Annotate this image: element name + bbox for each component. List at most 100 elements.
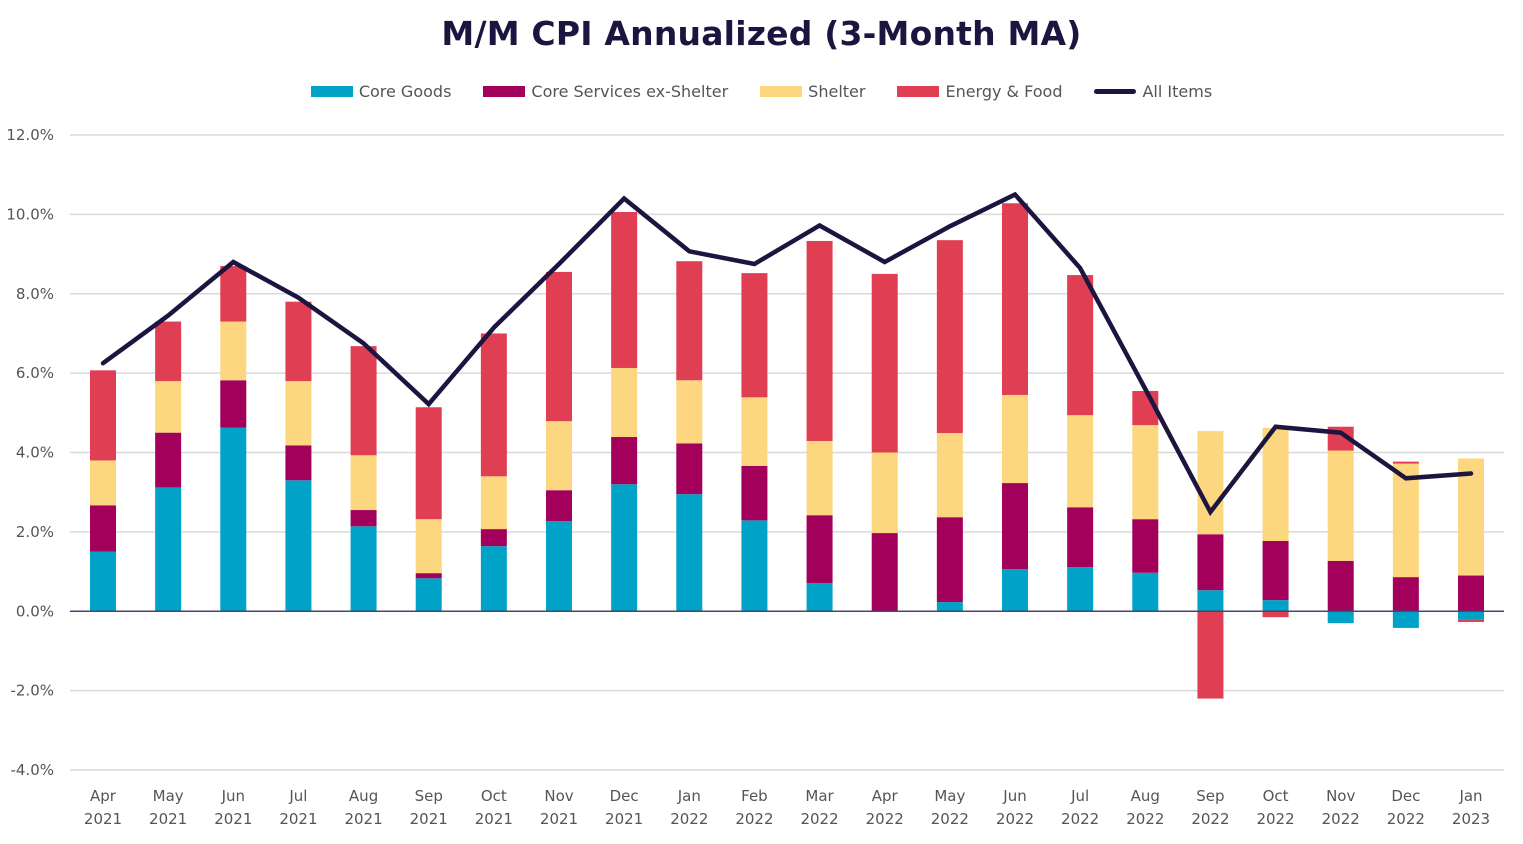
bar-segment-energy-food xyxy=(936,240,963,434)
legend: Core Goods Core Services ex-Shelter Shel… xyxy=(0,82,1523,101)
bar-segment-energy-food xyxy=(1392,461,1419,464)
x-tick-label-month: May xyxy=(153,787,184,805)
legend-item-energy-food: Energy & Food xyxy=(897,82,1062,101)
y-tick-label: 2.0% xyxy=(16,523,54,541)
bar-segment-energy-food xyxy=(676,261,703,381)
bar-segment-core-goods xyxy=(480,546,507,612)
bar-segment-core-goods xyxy=(1067,567,1094,612)
x-tick-label-year: 2021 xyxy=(475,810,513,828)
x-tick-label-year: 2022 xyxy=(1322,810,1360,828)
x-tick-label-year: 2021 xyxy=(214,810,252,828)
x-tick-label-month: Jan xyxy=(1458,787,1482,805)
bar-segment-shelter xyxy=(741,397,768,466)
bar-segment-shelter xyxy=(1197,431,1224,535)
bar-segment-shelter xyxy=(220,321,247,381)
bar-segment-core-services-ex-shelter xyxy=(1392,577,1419,612)
x-tick-label-month: Oct xyxy=(481,787,507,805)
x-tick-label-month: Mar xyxy=(805,787,834,805)
x-tick-label-year: 2021 xyxy=(540,810,578,828)
bar-segment-core-services-ex-shelter xyxy=(220,380,247,428)
bar-segment-core-goods xyxy=(1262,600,1289,612)
bar-segment-shelter xyxy=(1392,463,1419,578)
bar-segment-energy-food xyxy=(285,301,312,382)
bar-segment-core-services-ex-shelter xyxy=(806,515,833,584)
bar-segment-shelter xyxy=(546,421,572,491)
x-tick-label-month: Aug xyxy=(349,787,378,805)
bar-segment-core-services-ex-shelter xyxy=(90,505,116,552)
bar-segment-core-goods xyxy=(611,484,638,612)
bar-segment-core-goods xyxy=(155,487,182,612)
chart-title: M/M CPI Annualized (3-Month MA) xyxy=(441,14,1082,53)
bar-segment-core-services-ex-shelter xyxy=(1002,483,1028,570)
bar-segment-core-goods xyxy=(415,578,442,612)
bar-segment-core-goods xyxy=(350,526,377,612)
bar-segment-core-goods xyxy=(90,551,116,612)
y-tick-label: 6.0% xyxy=(16,364,54,382)
bar-segment-energy-food xyxy=(1002,203,1028,395)
bar-segment-energy-food xyxy=(220,265,247,322)
bar-segment-energy-food xyxy=(871,273,898,453)
x-tick-label-month: Nov xyxy=(544,787,573,805)
y-tick-label: 0.0% xyxy=(16,602,54,620)
bar-segment-core-services-ex-shelter xyxy=(611,437,638,485)
x-tick-label-month: Jan xyxy=(677,787,701,805)
bar-segment-energy-food xyxy=(1197,611,1224,699)
bar-segment-energy-food xyxy=(611,211,638,368)
bar-segment-shelter xyxy=(155,381,182,433)
bar-segment-energy-food xyxy=(415,407,442,520)
bar-segment-energy-food xyxy=(155,321,182,382)
x-tick-label-year: 2023 xyxy=(1452,810,1490,828)
bar-segment-energy-food xyxy=(741,273,768,398)
x-tick-label-year: 2021 xyxy=(410,810,448,828)
x-tick-label-year: 2021 xyxy=(344,810,382,828)
bar-segment-core-services-ex-shelter xyxy=(285,445,312,481)
x-tick-label-month: Sep xyxy=(415,787,443,805)
legend-item-core-services: Core Services ex-Shelter xyxy=(483,82,728,101)
x-axis: Apr 2021 May 2021 Jun 2021 Jul 2021 Aug 2021 Sep 20… xyxy=(84,787,1490,828)
y-tick-label: 4.0% xyxy=(16,444,54,462)
x-tick-label-month: Dec xyxy=(610,787,639,805)
x-tick-label-year: 2022 xyxy=(1191,810,1229,828)
bar-segment-energy-food xyxy=(90,370,116,461)
bar-segment-core-services-ex-shelter xyxy=(1197,534,1224,591)
y-axis: -4.0% -2.0% 0.0% 2.0% 4.0% 6.0% 8.0% 10.0% 12.0% xyxy=(6,126,54,779)
bar-segment-shelter xyxy=(285,381,312,446)
bar-segment-core-goods xyxy=(285,480,312,612)
legend-swatch-shelter xyxy=(760,86,803,97)
legend-label-shelter: Shelter xyxy=(808,82,866,101)
x-tick-label-year: 2021 xyxy=(279,810,317,828)
x-tick-label-month: Jul xyxy=(288,787,307,805)
gridlines xyxy=(70,134,1504,771)
bar-segment-core-goods xyxy=(1458,611,1484,620)
x-tick-label-month: Apr xyxy=(872,787,899,805)
legend-item-core-goods: Core Goods xyxy=(310,82,451,101)
x-tick-label-year: 2022 xyxy=(1061,810,1099,828)
bar-segment-energy-food xyxy=(546,271,572,422)
bar-segment-shelter xyxy=(90,460,116,506)
bar-segment-shelter xyxy=(480,476,507,530)
x-tick-label-year: 2022 xyxy=(866,810,904,828)
bar-segment-core-services-ex-shelter xyxy=(676,443,703,495)
x-tick-label-month: Apr xyxy=(90,787,117,805)
bar-segment-core-services-ex-shelter xyxy=(1262,541,1289,601)
x-tick-label-month: Sep xyxy=(1196,787,1224,805)
x-tick-label-month: Jul xyxy=(1070,787,1089,805)
all-items-line xyxy=(100,191,1474,517)
bar-segment-core-services-ex-shelter xyxy=(480,529,507,547)
bar-segment-shelter xyxy=(1262,427,1289,542)
bar-segment-core-services-ex-shelter xyxy=(415,573,442,579)
x-tick-label-month: Oct xyxy=(1263,787,1289,805)
bar-segment-core-goods xyxy=(741,520,768,612)
legend-label-core-services: Core Services ex-Shelter xyxy=(531,82,729,101)
bar-segment-core-services-ex-shelter xyxy=(350,510,377,527)
bar-segment-core-services-ex-shelter xyxy=(1067,507,1094,568)
bar-segment-core-goods xyxy=(806,583,833,612)
bar-segment-energy-food xyxy=(480,333,507,477)
bar-segment-shelter xyxy=(415,519,442,574)
x-tick-label-month: Jun xyxy=(221,787,245,805)
bar-segment-shelter xyxy=(1067,415,1094,508)
x-tick-label-year: 2021 xyxy=(84,810,122,828)
bar-segment-core-goods xyxy=(1197,590,1224,612)
bar-segment-core-goods xyxy=(1132,572,1159,612)
